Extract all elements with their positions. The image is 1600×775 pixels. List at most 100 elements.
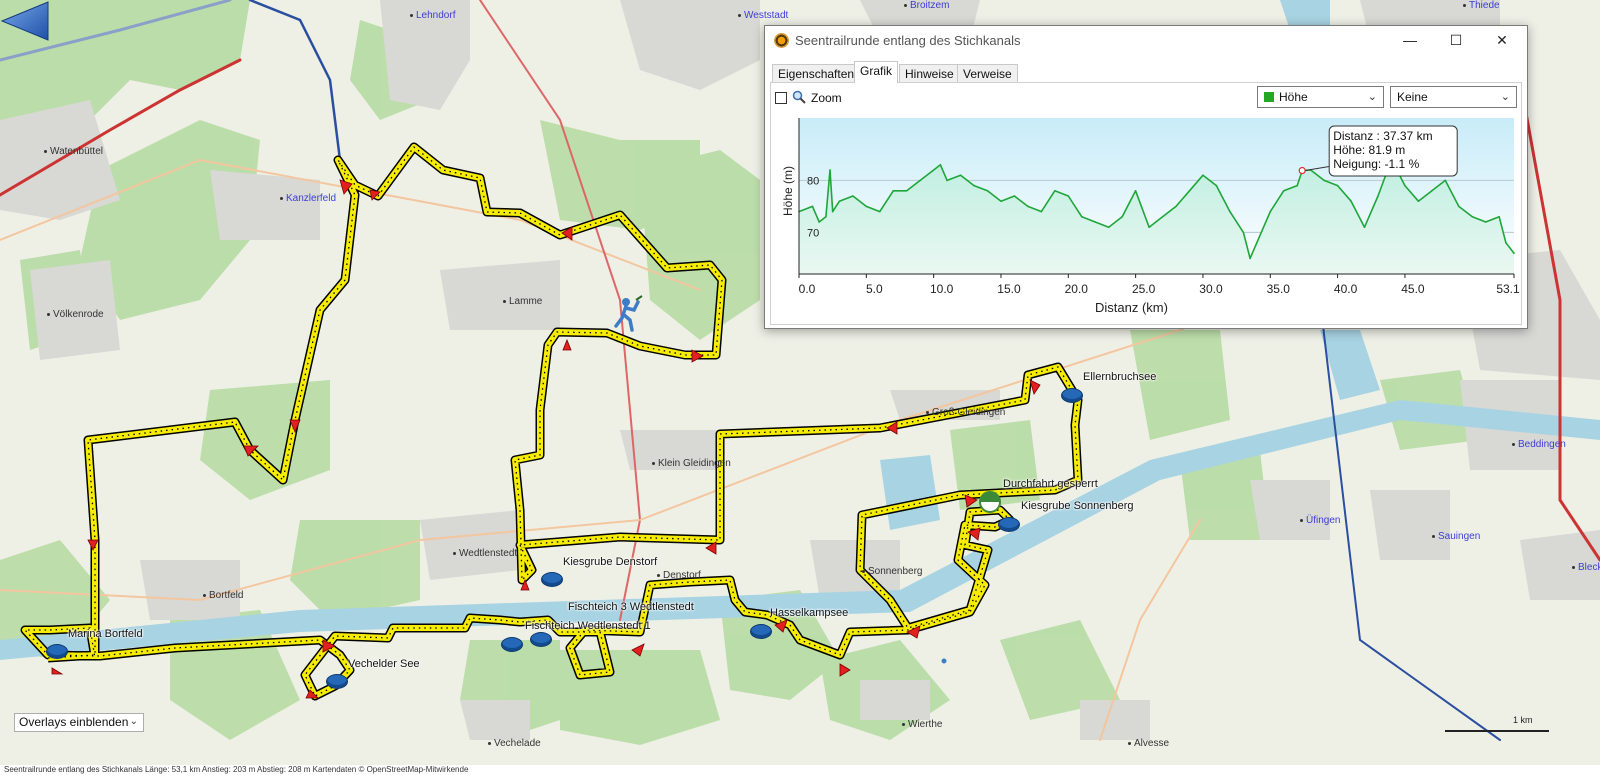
scale-label: 1 km bbox=[1513, 715, 1533, 725]
lake-icon[interactable] bbox=[46, 644, 68, 659]
elevation-point bbox=[1242, 231, 1245, 234]
tab-hinweise[interactable]: Hinweise bbox=[899, 64, 960, 82]
poi-label[interactable]: Kiesgrube Sonnenberg bbox=[1021, 500, 1134, 512]
direction-arrow bbox=[906, 625, 921, 639]
tooltip-text: Neigung: -1.1 % bbox=[1333, 157, 1419, 171]
elevation-point bbox=[1215, 184, 1218, 187]
x-tick-label: 53.1 bbox=[1496, 282, 1520, 296]
lake-icon[interactable] bbox=[998, 517, 1020, 532]
direction-arrows bbox=[51, 179, 1041, 699]
elevation-point bbox=[1188, 190, 1191, 192]
poi-label[interactable]: Fischteich Wedtlenstedt 1 bbox=[525, 620, 651, 632]
hiker-icon bbox=[614, 295, 643, 332]
elevation-point bbox=[1296, 184, 1299, 187]
direction-arrow bbox=[886, 421, 898, 435]
lake-icon[interactable] bbox=[326, 674, 348, 689]
poi-label[interactable]: Durchfahrt gesperrt bbox=[1003, 478, 1098, 490]
lake-icon[interactable] bbox=[501, 637, 523, 652]
x-tick-label: 35.0 bbox=[1267, 282, 1291, 296]
elevation-point bbox=[1202, 174, 1204, 176]
zoom-checkbox[interactable] bbox=[775, 92, 787, 104]
navigation-arrow-icon[interactable] bbox=[0, 0, 50, 42]
elevation-point bbox=[1336, 184, 1339, 187]
app-icon bbox=[774, 33, 789, 48]
direction-arrow bbox=[839, 663, 851, 677]
tooltip-text: Distanz : 37.37 km bbox=[1333, 129, 1432, 143]
dialog-title: Seentrailrunde entlang des Stichkanals bbox=[795, 33, 1021, 48]
elevation-point bbox=[1161, 216, 1164, 218]
place-label: Bortfeld bbox=[203, 590, 243, 601]
maximize-button[interactable]: ☐ bbox=[1449, 32, 1463, 48]
place-label: Sauingen bbox=[1432, 531, 1480, 542]
minimize-button[interactable]: — bbox=[1403, 32, 1417, 48]
close-button[interactable]: ✕ bbox=[1496, 32, 1508, 48]
dialog-titlebar[interactable]: Seentrailrunde entlang des Stichkanals —… bbox=[765, 26, 1527, 55]
elevation-point bbox=[932, 169, 935, 171]
direction-arrow bbox=[964, 494, 978, 508]
elevation-point bbox=[1013, 195, 1016, 197]
lake-icon[interactable] bbox=[750, 624, 772, 639]
elevation-point bbox=[811, 205, 814, 208]
x-tick-label: 0.0 bbox=[799, 282, 816, 296]
place-label: Lehndorf bbox=[410, 10, 455, 21]
place-label: Watenbüttel bbox=[44, 146, 103, 157]
tab-grafik[interactable]: Grafik bbox=[854, 61, 899, 83]
place-label: Wedtlenstedt bbox=[453, 548, 517, 559]
secondary-value-select[interactable]: Keine ⌄ bbox=[1390, 86, 1517, 108]
x-tick-label: 30.0 bbox=[1199, 282, 1223, 296]
direction-arrow bbox=[87, 539, 99, 551]
elevation-point bbox=[1269, 210, 1272, 213]
tooltip-text: Höhe: 81.9 m bbox=[1333, 143, 1405, 157]
poi-label[interactable]: Marina Bortfeld bbox=[68, 628, 143, 640]
route-line bbox=[22, 144, 1081, 699]
no-entry-icon bbox=[979, 491, 1001, 513]
tab-eigenschaften[interactable]: Eigenschaften bbox=[772, 64, 861, 82]
direction-arrow bbox=[774, 619, 788, 633]
x-tick-label: 15.0 bbox=[997, 282, 1021, 296]
lake-icon[interactable] bbox=[530, 632, 552, 647]
poi-label[interactable]: Fischteich 3 Wedtlenstedt bbox=[568, 601, 694, 613]
direction-arrow bbox=[631, 643, 645, 657]
poi-label[interactable]: Vechelder See bbox=[348, 658, 420, 670]
tooltip-box bbox=[1328, 125, 1458, 177]
poi-label[interactable]: Kiesgrube Denstorf bbox=[563, 556, 658, 568]
place-label: Sonnenberg bbox=[862, 566, 923, 577]
poi-label[interactable]: Ellernbruchsee bbox=[1083, 371, 1157, 383]
direction-arrow bbox=[289, 419, 301, 434]
place-label: Denstorf bbox=[657, 570, 701, 581]
lake-icon[interactable] bbox=[541, 572, 563, 587]
overlays-select[interactable]: Overlays einblenden ⌄ bbox=[14, 713, 144, 732]
elevation-point bbox=[1256, 242, 1258, 244]
tab-verweise[interactable]: Verweise bbox=[957, 64, 1018, 82]
chevron-down-icon: ⌄ bbox=[129, 716, 138, 727]
lake-icon[interactable] bbox=[1061, 388, 1083, 403]
place-label: Üfingen bbox=[1300, 515, 1340, 526]
elevation-point bbox=[1471, 216, 1474, 218]
elevation-point bbox=[892, 190, 895, 192]
elevation-chart[interactable]: 0.0 5.0 10.0 15.0 20.0 25.0 30.0 35.0 40.0 45.0 53… bbox=[771, 114, 1521, 319]
place-label: Völkenrode bbox=[47, 309, 104, 320]
place-label: Wierthe bbox=[902, 719, 942, 730]
direction-arrow bbox=[562, 338, 572, 351]
poi-label[interactable]: Hasselkampsee bbox=[770, 607, 849, 619]
place-label: Kanzlerfeld bbox=[280, 193, 336, 204]
x-tick-label: 10.0 bbox=[930, 282, 954, 296]
place-label: Weststadt bbox=[738, 10, 788, 21]
elevation-point bbox=[1107, 226, 1110, 228]
profile-value-select[interactable]: Höhe ⌄ bbox=[1257, 86, 1384, 108]
route-track bbox=[20, 142, 1083, 701]
status-text: Seentrailrunde entlang des Stichkanals L… bbox=[4, 765, 469, 774]
color-swatch bbox=[1264, 92, 1274, 102]
y-tick-label: 70 bbox=[807, 227, 819, 239]
elevation-point bbox=[1457, 205, 1460, 208]
elevation-point bbox=[818, 221, 820, 223]
place-label: Klein Gleidingen bbox=[652, 458, 731, 469]
place-label: Bleck bbox=[1572, 562, 1600, 573]
direction-arrow bbox=[51, 667, 64, 675]
elevation-point bbox=[865, 205, 868, 208]
elevation-point bbox=[825, 216, 827, 218]
x-tick-label: 20.0 bbox=[1065, 282, 1089, 296]
elevation-point bbox=[1229, 210, 1231, 213]
elevation-point bbox=[1040, 210, 1043, 213]
place-label: Beddingen bbox=[1512, 439, 1566, 450]
